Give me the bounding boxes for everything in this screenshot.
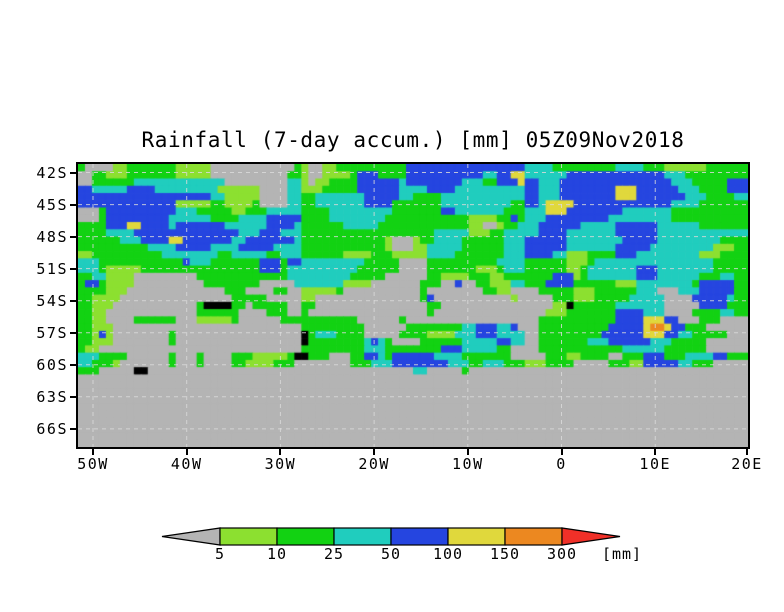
lat-tick-label: 63S	[36, 387, 68, 406]
lat-tick	[70, 363, 77, 366]
lat-tick-label: 42S	[36, 163, 68, 182]
lat-tick-label: 60S	[36, 355, 68, 374]
lat-tick	[70, 427, 77, 430]
lon-tick	[91, 449, 94, 455]
colorbar-segment	[447, 527, 506, 546]
lon-tick	[746, 449, 748, 455]
rainfall-heatmap	[78, 164, 748, 447]
lat-tick-label: 66S	[36, 419, 68, 438]
gridlines-overlay	[78, 164, 748, 447]
lat-tick	[70, 235, 77, 238]
lon-tick	[560, 449, 563, 455]
lat-tick-label: 45S	[36, 195, 68, 214]
lon-tick	[654, 449, 657, 455]
lon-tick	[466, 449, 469, 455]
map-plot-area	[76, 162, 750, 449]
lat-tick-label: 57S	[36, 323, 68, 342]
lat-tick-label: 51S	[36, 259, 68, 278]
colorbar-legend: 5 10 25 50 100 150 300 [mm]	[160, 524, 650, 568]
colorbar-segment	[276, 527, 335, 546]
colorbar-arrow	[561, 527, 621, 546]
colorbar-units-label: [mm]	[601, 545, 643, 563]
colorbar-threshold-label: 5	[214, 545, 226, 563]
lon-tick	[185, 449, 188, 455]
lon-tick-label: 10W	[452, 455, 484, 473]
colorbar-shape	[161, 527, 621, 546]
colorbar-segment	[219, 527, 278, 546]
colorbar-arrow	[161, 527, 221, 546]
lat-tick	[70, 395, 77, 398]
lat-tick	[70, 331, 77, 334]
colorbar-threshold-label: 300	[546, 545, 578, 563]
plot-title: Rainfall (7-day accum.) [mm] 05Z09Nov201…	[141, 128, 685, 152]
lon-tick-label: 20W	[358, 455, 390, 473]
colorbar-segment	[333, 527, 392, 546]
lat-tick	[70, 299, 77, 302]
lon-tick	[373, 449, 376, 455]
lon-tick-label: 40W	[170, 455, 203, 473]
lat-tick	[70, 203, 77, 206]
lon-tick-label: 0	[556, 455, 567, 473]
lon-tick-label: 30W	[264, 455, 297, 473]
colorbar-threshold-label: 10	[266, 545, 288, 563]
lat-tick	[70, 267, 77, 270]
colorbar-threshold-label: 100	[432, 545, 464, 563]
colorbar-segment	[390, 527, 449, 546]
lon-tick-label: 50W	[77, 455, 109, 473]
lon-tick	[279, 449, 282, 455]
colorbar-segment	[504, 527, 563, 546]
lon-tick-label: 10E	[639, 455, 672, 473]
colorbar-threshold-label: 25	[323, 545, 345, 563]
lat-tick	[70, 171, 77, 174]
lon-tick-label: 20E	[731, 455, 763, 473]
colorbar-threshold-label: 50	[380, 545, 402, 563]
lat-tick-label: 48S	[36, 227, 68, 246]
lat-tick-label: 54S	[36, 291, 68, 310]
colorbar-threshold-label: 150	[489, 545, 521, 563]
